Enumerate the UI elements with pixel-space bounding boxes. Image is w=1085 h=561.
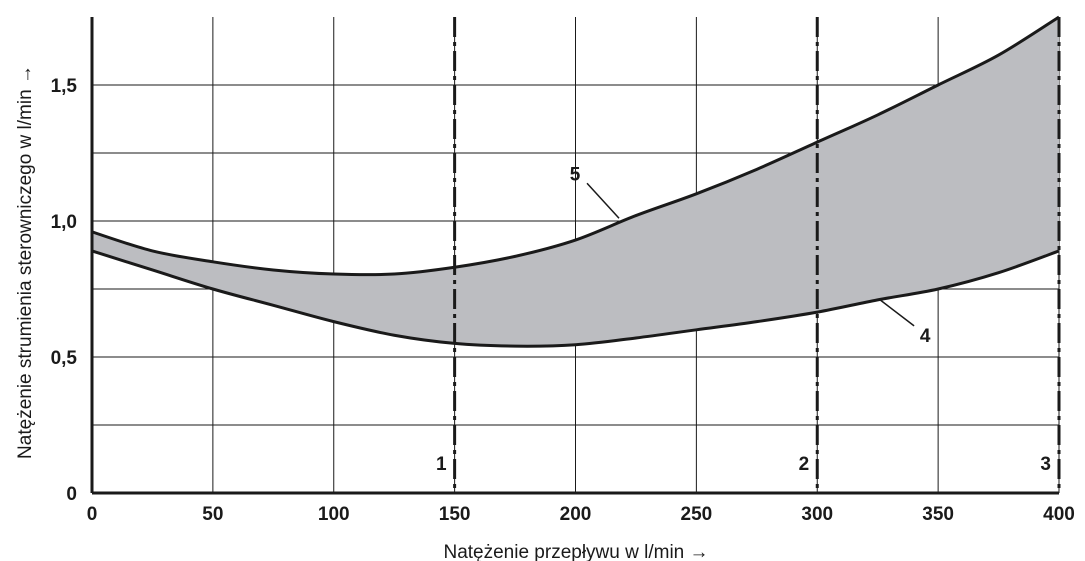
y-tick-label: 1,5 xyxy=(51,76,78,97)
x-tick-labels: 0 50 100 150 200 250 300 350 400 xyxy=(87,504,1075,525)
callout-label-5: 5 xyxy=(570,164,581,185)
marker-label-1: 1 xyxy=(436,454,447,475)
x-tick-label: 300 xyxy=(801,504,833,525)
y-tick-label: 0 xyxy=(66,484,77,505)
x-tick-label: 350 xyxy=(922,504,954,525)
callout-label-4: 4 xyxy=(920,326,931,347)
x-tick-label: 150 xyxy=(439,504,471,525)
vertical-markers: 1 2 3 xyxy=(436,17,1061,493)
curve-4 xyxy=(91,249,1060,348)
curve-5 xyxy=(91,15,1060,277)
marker-label-3: 3 xyxy=(1040,454,1051,475)
y-tick-label: 0,5 xyxy=(51,348,78,369)
x-tick-label: 200 xyxy=(560,504,592,525)
callout-line-5 xyxy=(586,182,620,219)
marker-label-2: 2 xyxy=(799,454,810,475)
x-tick-label: 400 xyxy=(1043,504,1075,525)
y-tick-labels: 0 0,5 1,0 1,5 xyxy=(51,76,78,505)
y-tick-label: 1,0 xyxy=(51,212,77,233)
x-tick-label: 100 xyxy=(318,504,350,525)
callout-line-4 xyxy=(879,299,915,327)
x-tick-label: 50 xyxy=(202,504,223,525)
y-axis-label: Natężenie strumienia sterowniczego w l/m… xyxy=(15,65,36,459)
axes xyxy=(90,17,1059,495)
x-axis-label: Natężenie przepływu w l/min → xyxy=(443,542,708,561)
curve-callouts: 54 xyxy=(570,164,931,347)
x-tick-label: 0 xyxy=(87,504,98,525)
x-tick-label: 250 xyxy=(681,504,713,525)
